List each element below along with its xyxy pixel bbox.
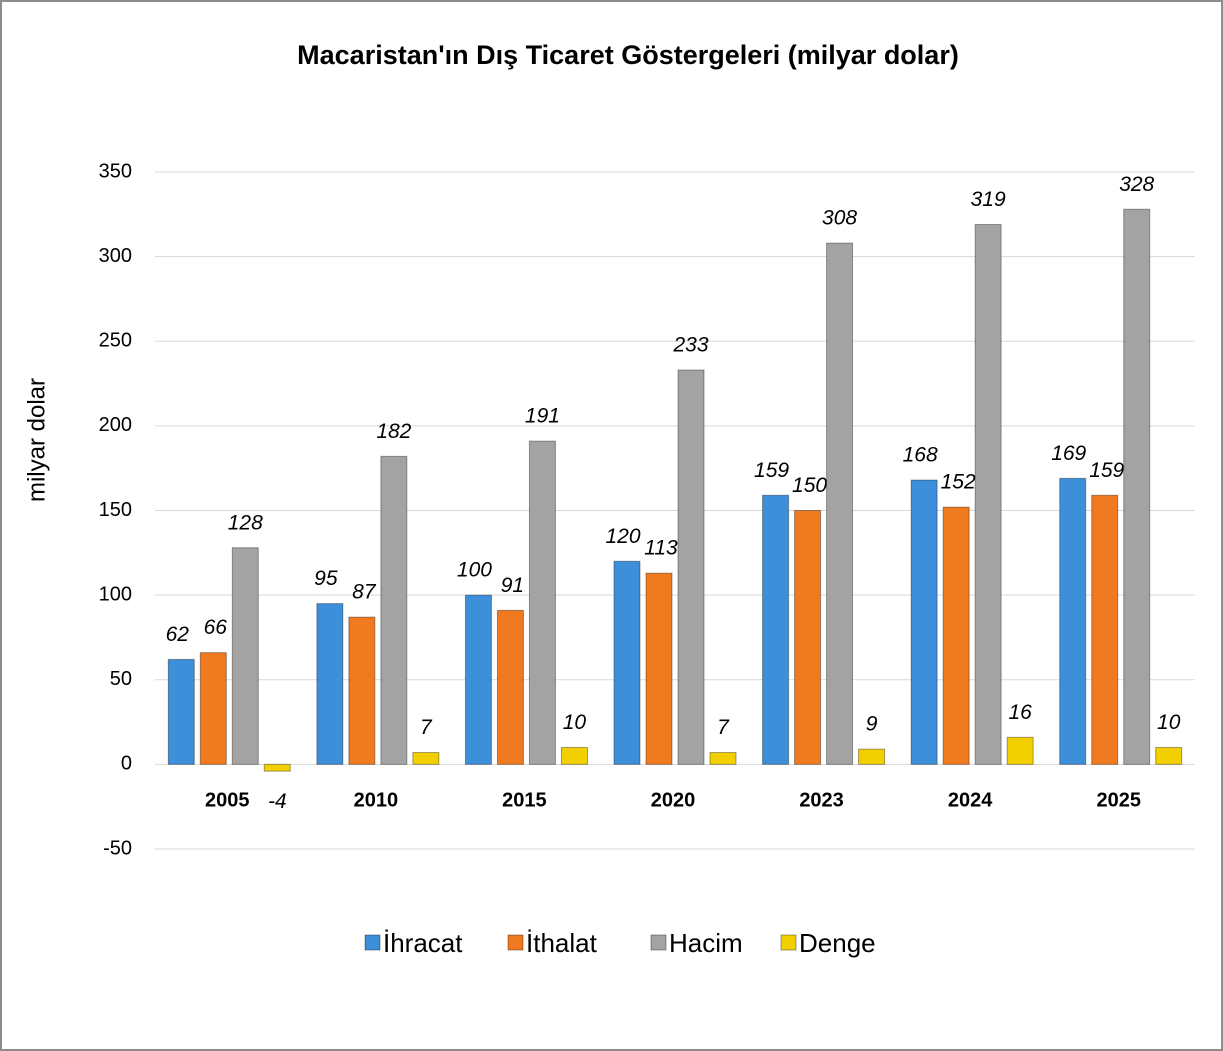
x-tick-label: 2024 — [948, 789, 993, 811]
bar — [794, 510, 822, 765]
bar — [231, 547, 259, 765]
bar — [1155, 746, 1183, 765]
data-label: 9 — [866, 713, 878, 736]
bar — [974, 223, 1002, 765]
legend-swatch — [780, 934, 797, 951]
legend-swatch — [507, 934, 524, 951]
y-tick-label: 100 — [99, 583, 132, 605]
data-label: 66 — [204, 616, 228, 639]
data-label: 120 — [605, 525, 640, 548]
bar — [316, 603, 344, 765]
y-tick-label: 50 — [110, 668, 132, 690]
bar — [858, 748, 886, 765]
data-label: 159 — [1089, 459, 1124, 482]
data-label: 308 — [822, 207, 857, 230]
bar — [645, 572, 673, 765]
data-label: 182 — [376, 420, 411, 443]
data-label: 328 — [1119, 173, 1154, 196]
data-label: 128 — [228, 511, 263, 534]
x-tick-label: 2010 — [354, 789, 399, 811]
bar — [560, 746, 588, 765]
bar — [1059, 477, 1087, 765]
x-tick-label: 2020 — [651, 789, 696, 811]
bar — [167, 658, 195, 765]
legend-label: İthalat — [526, 928, 598, 958]
data-label: 319 — [971, 188, 1006, 211]
bar — [199, 652, 227, 765]
data-label: 10 — [1157, 711, 1181, 734]
bar — [942, 506, 970, 765]
data-label: 91 — [501, 574, 524, 597]
data-label: 152 — [941, 471, 976, 494]
y-tick-label: 200 — [99, 414, 132, 436]
y-tick-label: 350 — [99, 160, 132, 182]
legend-swatch — [650, 934, 667, 951]
bar — [1006, 736, 1034, 765]
legend-label: Denge — [799, 928, 876, 958]
data-label: 95 — [314, 567, 338, 590]
legend-swatch — [364, 934, 381, 951]
legend-label: İhracat — [383, 928, 463, 958]
data-label: 150 — [792, 474, 827, 497]
bar — [826, 242, 854, 765]
x-tick-label: 2005 — [205, 789, 250, 811]
bar — [412, 752, 440, 765]
data-label: 16 — [1008, 701, 1032, 724]
bar — [613, 560, 641, 765]
data-label: 168 — [903, 444, 938, 467]
y-tick-label: 150 — [99, 499, 132, 521]
data-label: 62 — [166, 623, 190, 646]
data-label: -4 — [268, 790, 287, 813]
bar — [380, 455, 408, 765]
bar — [348, 616, 376, 765]
data-label: 159 — [754, 459, 789, 482]
bar — [263, 763, 291, 772]
bar — [528, 440, 556, 765]
data-label: 169 — [1051, 442, 1086, 465]
y-tick-label: -50 — [103, 837, 132, 859]
data-label: 10 — [563, 711, 587, 734]
x-tick-label: 2015 — [502, 789, 547, 811]
legend-label: Hacim — [669, 928, 743, 958]
data-label: 7 — [717, 716, 730, 739]
y-tick-label: 0 — [121, 753, 132, 775]
chart-title: Macaristan'ın Dış Ticaret Göstergeleri (… — [297, 40, 959, 70]
bar — [496, 609, 524, 765]
bar — [677, 369, 705, 765]
y-tick-label: 300 — [99, 245, 132, 267]
y-axis-label: milyar dolar — [23, 378, 50, 502]
data-label: 7 — [420, 716, 433, 739]
bar — [464, 594, 492, 765]
bar — [709, 752, 737, 765]
bar — [1091, 494, 1119, 765]
data-label: 191 — [525, 405, 560, 428]
data-label: 100 — [457, 559, 492, 582]
y-tick-label: 250 — [99, 330, 132, 352]
bar — [910, 479, 938, 765]
data-label: 113 — [644, 537, 678, 560]
bar — [762, 494, 790, 765]
data-label: 233 — [672, 334, 708, 357]
x-tick-label: 2025 — [1096, 789, 1141, 811]
x-tick-label: 2023 — [799, 789, 844, 811]
bar — [1123, 208, 1151, 765]
data-label: 87 — [352, 581, 377, 604]
